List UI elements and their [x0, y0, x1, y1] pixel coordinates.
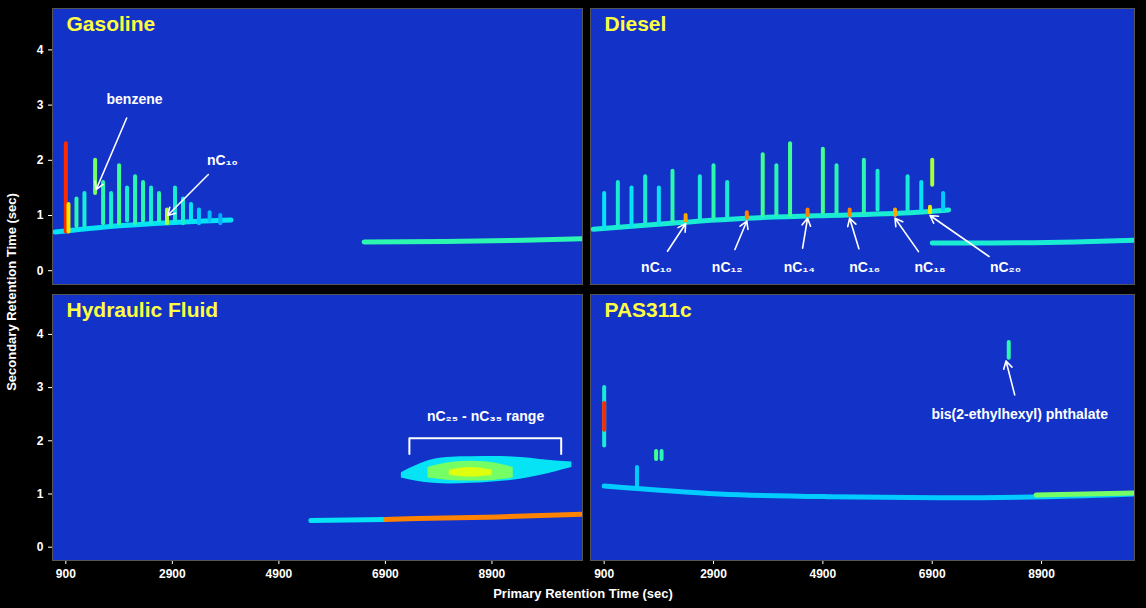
svg-text:nC₁₆: nC₁₆	[849, 259, 880, 275]
svg-text:nC₁₀: nC₁₀	[207, 152, 238, 168]
svg-text:0: 0	[37, 264, 44, 278]
svg-text:1: 1	[37, 487, 44, 501]
svg-text:nC₁₂: nC₁₂	[712, 259, 743, 275]
svg-text:0: 0	[37, 540, 44, 554]
svg-text:8900: 8900	[479, 567, 506, 581]
svg-text:nC₂₀: nC₂₀	[990, 259, 1021, 275]
svg-text:4900: 4900	[810, 567, 837, 581]
html-text:Secondary Retention Time (sec): Secondary Retention Time (sec)	[3, 193, 19, 391]
svg-text:900: 900	[56, 567, 76, 581]
svg-text:3: 3	[37, 380, 44, 394]
svg-text:nC₁₀: nC₁₀	[641, 259, 672, 275]
svg-text:6900: 6900	[372, 567, 399, 581]
svg-text:PAS311c: PAS311c	[605, 298, 692, 321]
svg-text:bis(2-ethylhexyl) phthalate: bis(2-ethylhexyl) phthalate	[931, 406, 1108, 422]
svg-text:nC₂₅ - nC₃₅ range: nC₂₅ - nC₃₅ range	[427, 408, 545, 424]
svg-text:3: 3	[37, 98, 44, 112]
svg-text:1: 1	[37, 208, 44, 222]
svg-text:2: 2	[37, 153, 44, 167]
svg-text:Diesel: Diesel	[605, 12, 667, 35]
svg-text:6900: 6900	[919, 567, 946, 581]
svg-text:4: 4	[37, 43, 44, 57]
svg-text:2900: 2900	[700, 567, 727, 581]
svg-text:nC₁₈: nC₁₈	[915, 259, 946, 275]
svg-text:nC₁₄: nC₁₄	[784, 259, 815, 275]
html-text:Primary Retention Time (sec): Primary Retention Time (sec)	[493, 586, 673, 601]
svg-text:Gasoline: Gasoline	[67, 12, 156, 35]
svg-text:4: 4	[37, 327, 44, 341]
svg-text:900: 900	[594, 567, 614, 581]
svg-text:2: 2	[37, 434, 44, 448]
svg-text:4900: 4900	[266, 567, 293, 581]
svg-text:8900: 8900	[1028, 567, 1055, 581]
svg-text:Hydraulic Fluid: Hydraulic Fluid	[67, 298, 219, 321]
svg-text:benzene: benzene	[107, 91, 163, 107]
svg-text:2900: 2900	[159, 567, 186, 581]
